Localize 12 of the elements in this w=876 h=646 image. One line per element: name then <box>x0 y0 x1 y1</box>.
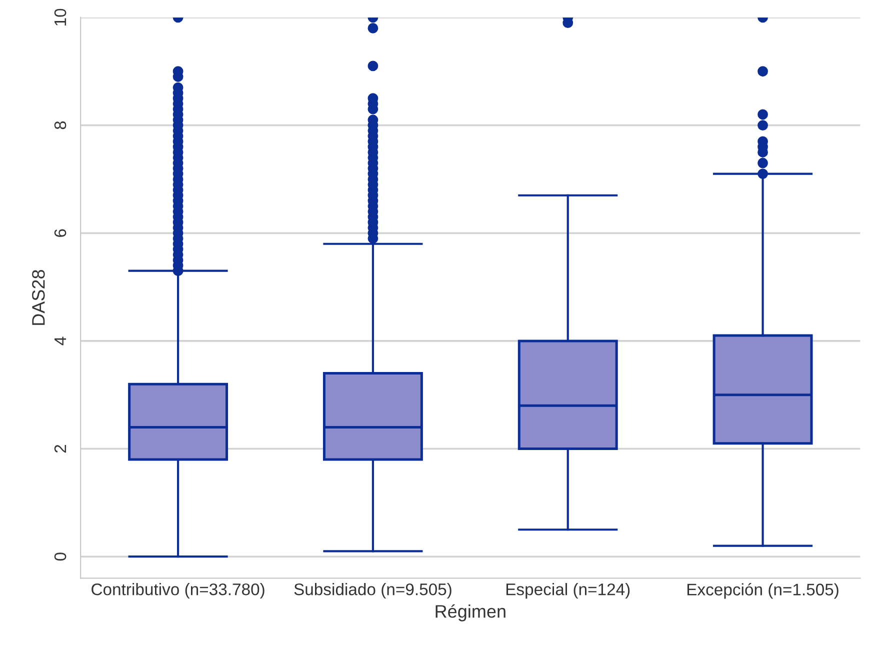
x-axis-title: Régimen <box>436 604 506 622</box>
x-tick-label: Subsidiado (n=9.505) <box>294 583 452 599</box>
y-tick-label: 0 <box>54 552 66 561</box>
x-tick-label: Contributivo (n=33.780) <box>92 583 264 599</box>
y-tick-label: 8 <box>54 121 66 130</box>
x-tick-label: Especial (n=124) <box>506 583 630 599</box>
x-tick-label: Excepción (n=1.505) <box>687 583 838 599</box>
y-axis-title: DAS28 <box>32 270 45 325</box>
y-tick-label: 4 <box>54 336 66 346</box>
y-tick-label: 10 <box>54 8 66 26</box>
y-tick-label: 6 <box>54 229 66 237</box>
y-tick-label: 2 <box>54 444 66 453</box>
